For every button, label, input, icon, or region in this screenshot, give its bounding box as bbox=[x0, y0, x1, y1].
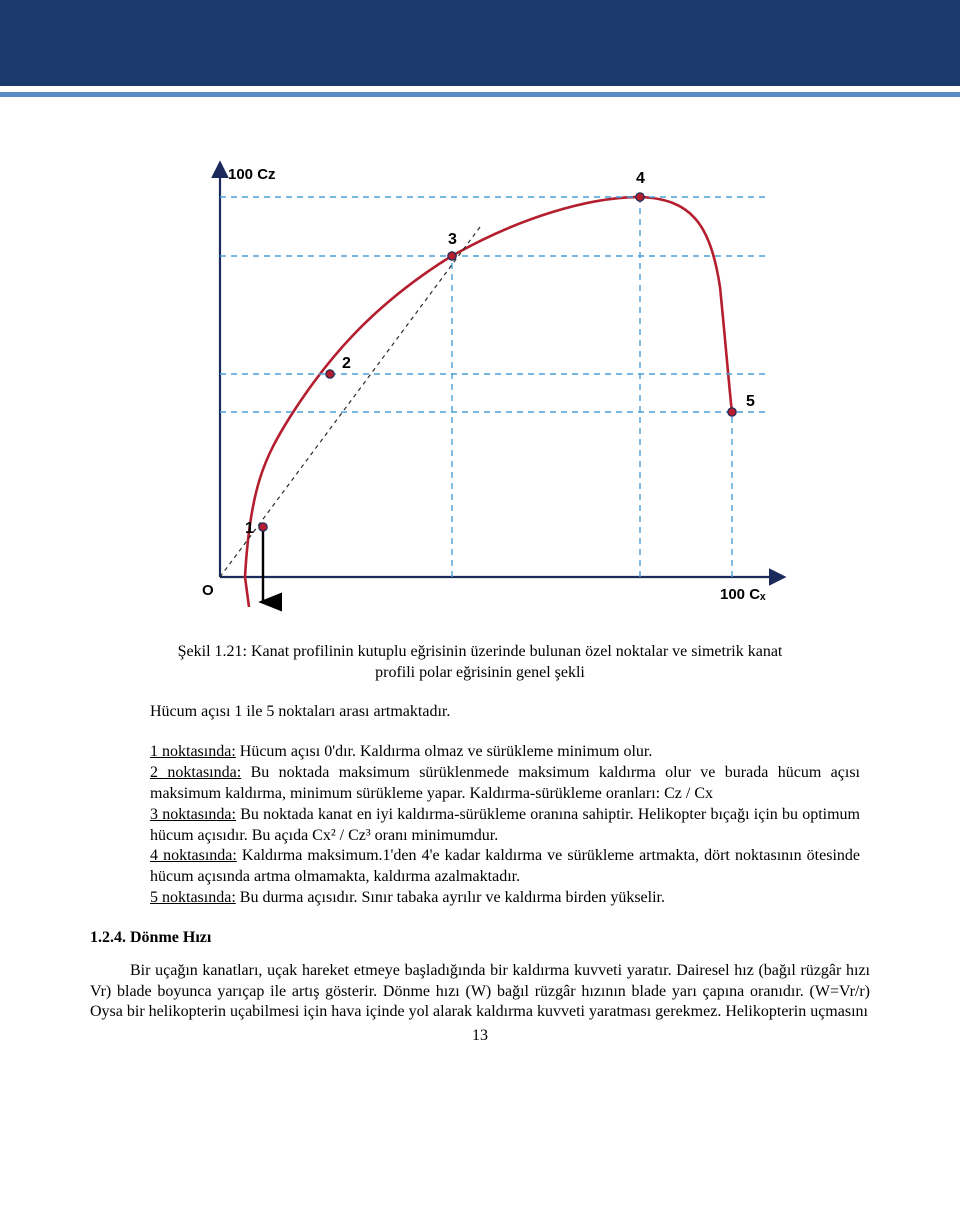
svg-text:3: 3 bbox=[448, 231, 457, 248]
polar-curve-svg: O 100 Cₓ 100 Cz 1 2 3 4 5 bbox=[150, 137, 810, 617]
caption-line2: profili polar eğrisinin genel şekli bbox=[375, 664, 585, 681]
point-3-lead: 3 noktasında: bbox=[150, 806, 236, 823]
caption-line1: Şekil 1.21: Kanat profilinin kutuplu eğr… bbox=[178, 643, 783, 660]
svg-text:100 Cz: 100 Cz bbox=[228, 166, 276, 183]
section-heading: 1.2.4. Dönme Hızı bbox=[90, 929, 870, 947]
point-5-lead: 5 noktasında: bbox=[150, 889, 236, 906]
header-band bbox=[0, 0, 960, 86]
point-3-text: 3 noktasında: Bu noktada kanat en iyi ka… bbox=[150, 805, 860, 847]
figure-polar-curve: O 100 Cₓ 100 Cz 1 2 3 4 5 bbox=[90, 137, 870, 622]
svg-text:1: 1 bbox=[245, 520, 254, 537]
point-1-lead: 1 noktasında: bbox=[150, 743, 236, 760]
point-2-lead: 2 noktasında: bbox=[150, 764, 241, 781]
point-4-text: 4 noktasında: Kaldırma maksimum.1'den 4'… bbox=[150, 846, 860, 888]
page-content: O 100 Cₓ 100 Cz 1 2 3 4 5 Şekil 1.21: Kanat pro… bbox=[0, 97, 960, 1065]
point-4-rest: Kaldırma maksimum.1'den 4'e kadar kaldır… bbox=[150, 847, 860, 885]
svg-text:O: O bbox=[202, 582, 214, 599]
page-number: 13 bbox=[90, 1027, 870, 1045]
figure-caption: Şekil 1.21: Kanat profilinin kutuplu eğr… bbox=[170, 642, 790, 684]
svg-text:5: 5 bbox=[746, 393, 755, 410]
svg-text:100 Cₓ: 100 Cₓ bbox=[720, 586, 766, 603]
point-2-rest: Bu noktada maksimum sürüklenmede maksimu… bbox=[150, 764, 860, 802]
point-1-text: 1 noktasında: Hücum açısı 0'dır. Kaldırm… bbox=[150, 742, 860, 763]
svg-text:4: 4 bbox=[636, 170, 645, 187]
intro-sentence: Hücum açısı 1 ile 5 noktaları arası artm… bbox=[150, 702, 860, 723]
point-4-lead: 4 noktasında: bbox=[150, 847, 237, 864]
points-explanation: 1 noktasında: Hücum açısı 0'dır. Kaldırm… bbox=[150, 742, 860, 908]
point-5-text: 5 noktasında: Bu durma açısıdır. Sınır t… bbox=[150, 888, 860, 909]
point-3-rest: Bu noktada kanat en iyi kaldırma-sürükle… bbox=[150, 806, 860, 844]
point-5-rest: Bu durma açısıdır. Sınır tabaka ayrılır … bbox=[236, 889, 665, 906]
body-paragraph: Bir uçağın kanatları, uçak hareket etmey… bbox=[90, 961, 870, 1023]
svg-text:2: 2 bbox=[342, 355, 351, 372]
point-1-rest: Hücum açısı 0'dır. Kaldırma olmaz ve sür… bbox=[236, 743, 653, 760]
point-2-text: 2 noktasında: Bu noktada maksimum sürükl… bbox=[150, 763, 860, 805]
